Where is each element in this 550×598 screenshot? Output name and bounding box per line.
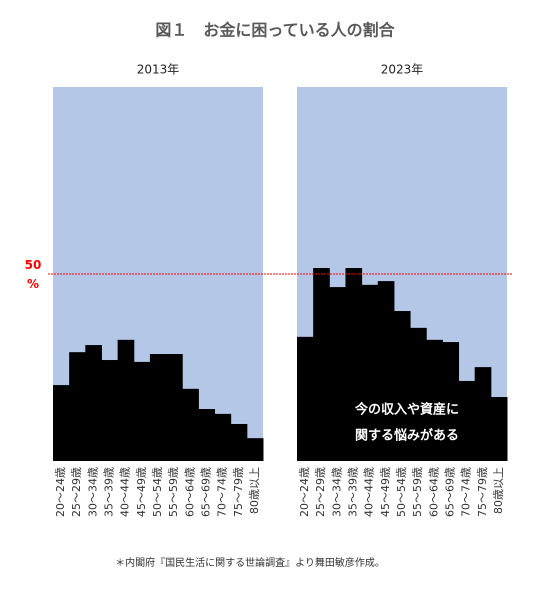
annotation: 今の収入や資産に — [354, 402, 459, 418]
panel-title: 2013年 — [137, 63, 180, 77]
bar — [442, 342, 460, 461]
bar — [329, 287, 346, 461]
annotation: 関する悩みがある — [355, 428, 459, 444]
x-tick-label: 75～79歳 — [232, 467, 245, 517]
bar — [345, 268, 363, 461]
bar — [361, 284, 379, 461]
bar — [53, 385, 70, 461]
bar — [297, 336, 314, 461]
bar — [101, 360, 119, 461]
bar — [426, 339, 443, 461]
x-tick-label: 40～44歳 — [363, 467, 376, 517]
panel-title: 2023年 — [381, 63, 424, 77]
x-tick-label: 75～79歳 — [476, 467, 489, 517]
bar — [214, 413, 232, 461]
x-tick-label: 30～34歳 — [86, 467, 99, 517]
x-tick-label: 80歳以上 — [492, 467, 505, 514]
x-tick-label: 60～64歳 — [427, 467, 440, 517]
bar — [490, 397, 508, 461]
bar — [313, 268, 330, 461]
bar — [69, 352, 86, 461]
x-tick-label: 65～69歳 — [199, 467, 212, 517]
x-tick-label: 70～74歳 — [216, 467, 229, 517]
source-note: ＊内閣府『国民生活に関する世論調査』より舞田敏彦作成。 — [115, 556, 385, 569]
bar — [149, 354, 167, 461]
bar — [393, 311, 411, 461]
bar — [377, 281, 395, 461]
bar — [166, 354, 183, 461]
bar — [85, 345, 102, 461]
chart-title: 図１ お金に困っている人の割合 — [155, 21, 395, 40]
reference-label: 50 % — [24, 258, 42, 291]
x-tick-label: 45～49歳 — [135, 467, 148, 517]
x-tick-label: 50～54歳 — [395, 467, 408, 517]
x-tick-label: 25～29歳 — [70, 467, 83, 517]
x-tick-label: 30～34歳 — [330, 467, 343, 517]
bar — [133, 361, 151, 461]
bar — [198, 409, 216, 461]
x-tick-label: 20～24歳 — [298, 467, 311, 517]
bar — [410, 327, 427, 461]
bar — [230, 423, 248, 461]
x-tick-label: 40～44歳 — [119, 467, 132, 517]
x-tick-label: 50～54歳 — [151, 467, 164, 517]
x-tick-label: 80歳以上 — [248, 467, 261, 514]
x-tick-label: 45～49歳 — [379, 467, 392, 517]
bar — [458, 380, 476, 461]
x-tick-label: 65～69歳 — [443, 467, 456, 517]
bar — [474, 367, 492, 461]
bar — [117, 339, 135, 461]
x-tick-label: 55～59歳 — [167, 467, 180, 517]
x-tick-label: 70～74歳 — [460, 467, 473, 517]
x-tick-label: 55～59歳 — [411, 467, 424, 517]
x-tick-label: 35～39歳 — [103, 467, 116, 517]
bar — [246, 438, 264, 461]
x-tick-label: 60～64歳 — [183, 467, 196, 517]
bar — [182, 388, 199, 461]
x-tick-label: 35～39歳 — [347, 467, 360, 517]
x-tick-label: 25～29歳 — [314, 467, 327, 517]
x-tick-label: 20～24歳 — [54, 467, 67, 517]
